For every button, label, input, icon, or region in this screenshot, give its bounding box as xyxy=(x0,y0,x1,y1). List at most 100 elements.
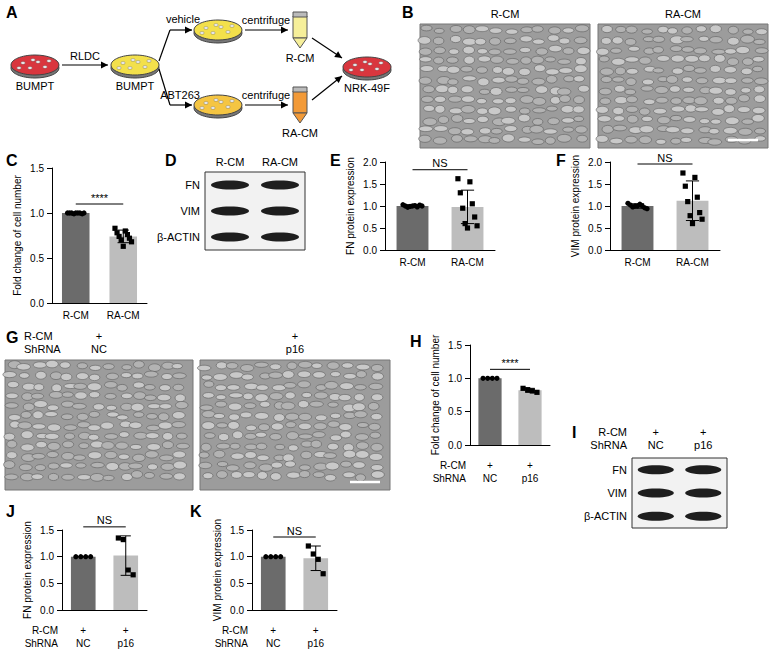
svg-text:+: + xyxy=(527,460,533,471)
svg-text:BUMPT: BUMPT xyxy=(116,80,155,92)
svg-text:1.0: 1.0 xyxy=(363,201,377,212)
svg-text:D: D xyxy=(165,152,177,169)
svg-text:ShRNA: ShRNA xyxy=(24,343,61,355)
svg-text:R-CM: R-CM xyxy=(32,625,58,636)
svg-text:1.5: 1.5 xyxy=(230,525,244,536)
svg-text:NS: NS xyxy=(287,525,302,537)
svg-text:R-CM: R-CM xyxy=(63,310,89,321)
svg-text:VIM: VIM xyxy=(607,487,627,499)
svg-text:NC: NC xyxy=(648,439,664,451)
svg-text:1.0: 1.0 xyxy=(588,201,602,212)
svg-text:+: + xyxy=(96,330,102,342)
svg-text:NS: NS xyxy=(97,514,112,526)
svg-text:p16: p16 xyxy=(522,473,539,484)
svg-text:E: E xyxy=(330,152,341,169)
svg-text:β-ACTIN: β-ACTIN xyxy=(157,231,200,243)
svg-text:+: + xyxy=(292,330,298,342)
svg-text:NC: NC xyxy=(266,638,280,649)
svg-text:1.0: 1.0 xyxy=(30,208,44,219)
svg-text:R-CM: R-CM xyxy=(399,257,425,268)
svg-text:1.5: 1.5 xyxy=(363,179,377,190)
svg-text:NRK-49F: NRK-49F xyxy=(344,82,390,94)
svg-text:ShRNA: ShRNA xyxy=(25,638,59,649)
svg-text:K: K xyxy=(190,503,202,520)
svg-text:centrifuge: centrifuge xyxy=(242,14,290,26)
svg-text:NS: NS xyxy=(432,157,447,169)
svg-text:p16: p16 xyxy=(307,638,324,649)
svg-text:VIM protein expression: VIM protein expression xyxy=(212,519,223,621)
svg-text:ShRNA: ShRNA xyxy=(590,439,627,451)
svg-text:+: + xyxy=(653,426,659,438)
svg-text:0.0: 0.0 xyxy=(40,605,54,616)
svg-text:VIM: VIM xyxy=(180,205,200,217)
svg-text:A: A xyxy=(6,4,18,21)
svg-text:1.0: 1.0 xyxy=(230,551,244,562)
svg-text:RA-CM: RA-CM xyxy=(282,127,318,139)
svg-text:FN: FN xyxy=(612,464,627,476)
svg-text:R-CM: R-CM xyxy=(24,330,53,342)
svg-text:R-CM: R-CM xyxy=(598,426,627,438)
svg-text:ShRNA: ShRNA xyxy=(215,638,249,649)
svg-text:G: G xyxy=(6,329,18,346)
svg-text:RA-CM: RA-CM xyxy=(107,310,140,321)
svg-text:1.0: 1.0 xyxy=(448,373,462,384)
svg-text:+: + xyxy=(700,426,706,438)
svg-text:0.5: 0.5 xyxy=(588,223,602,234)
svg-text:FN protein expression: FN protein expression xyxy=(345,157,356,255)
svg-text:vehicle: vehicle xyxy=(166,13,200,25)
svg-text:0.5: 0.5 xyxy=(448,406,462,417)
svg-text:0.5: 0.5 xyxy=(363,223,377,234)
svg-text:0.0: 0.0 xyxy=(30,298,44,309)
svg-text:R-CM: R-CM xyxy=(491,8,520,20)
svg-text:RA-CM: RA-CM xyxy=(676,257,709,268)
svg-text:ABT263: ABT263 xyxy=(160,89,200,101)
svg-text:VIM protein expression: VIM protein expression xyxy=(570,155,581,257)
svg-text:Fold change of cell number: Fold change of cell number xyxy=(12,175,23,296)
svg-text:0.0: 0.0 xyxy=(588,245,602,256)
svg-text:FN protein expression: FN protein expression xyxy=(22,521,33,619)
svg-text:2.0: 2.0 xyxy=(363,157,377,168)
svg-text:R-CM: R-CM xyxy=(216,156,245,168)
svg-text:ShRNA: ShRNA xyxy=(433,473,467,484)
svg-text:R-CM: R-CM xyxy=(286,52,315,64)
svg-text:NC: NC xyxy=(76,638,90,649)
svg-text:0.0: 0.0 xyxy=(363,245,377,256)
svg-text:+: + xyxy=(313,625,319,636)
svg-text:J: J xyxy=(6,503,15,520)
svg-text:R-CM: R-CM xyxy=(624,257,650,268)
svg-text:Fold change of cell number: Fold change of cell number xyxy=(430,334,441,455)
svg-text:I: I xyxy=(572,424,576,441)
svg-text:B: B xyxy=(402,4,414,21)
svg-text:0.0: 0.0 xyxy=(230,605,244,616)
svg-text:R-CM: R-CM xyxy=(440,460,466,471)
svg-text:0.5: 0.5 xyxy=(230,578,244,589)
svg-text:0.5: 0.5 xyxy=(40,578,54,589)
svg-text:F: F xyxy=(556,152,566,169)
svg-text:1.5: 1.5 xyxy=(40,525,54,536)
svg-text:****: **** xyxy=(91,192,109,204)
svg-text:NC: NC xyxy=(91,343,107,355)
svg-text:β-ACTIN: β-ACTIN xyxy=(584,510,627,522)
svg-text:+: + xyxy=(487,460,493,471)
svg-text:p16: p16 xyxy=(694,439,712,451)
svg-text:FN: FN xyxy=(185,179,200,191)
svg-text:NC: NC xyxy=(483,473,497,484)
svg-text:+: + xyxy=(80,625,86,636)
svg-text:RA-CM: RA-CM xyxy=(262,156,298,168)
svg-text:centrifuge: centrifuge xyxy=(242,89,290,101)
svg-text:+: + xyxy=(270,625,276,636)
svg-text:RA-CM: RA-CM xyxy=(451,257,484,268)
svg-text:NS: NS xyxy=(657,152,672,164)
svg-text:1.5: 1.5 xyxy=(30,163,44,174)
svg-text:R-CM: R-CM xyxy=(222,625,248,636)
svg-text:H: H xyxy=(410,333,422,350)
svg-text:****: **** xyxy=(501,357,519,369)
svg-text:1.5: 1.5 xyxy=(588,179,602,190)
svg-text:0.5: 0.5 xyxy=(30,253,44,264)
svg-text:2.0: 2.0 xyxy=(588,157,602,168)
svg-text:RA-CM: RA-CM xyxy=(665,8,701,20)
svg-text:BUMPT: BUMPT xyxy=(16,80,55,92)
svg-text:0.0: 0.0 xyxy=(448,440,462,451)
svg-text:RLDC: RLDC xyxy=(70,50,100,62)
svg-text:p16: p16 xyxy=(117,638,134,649)
